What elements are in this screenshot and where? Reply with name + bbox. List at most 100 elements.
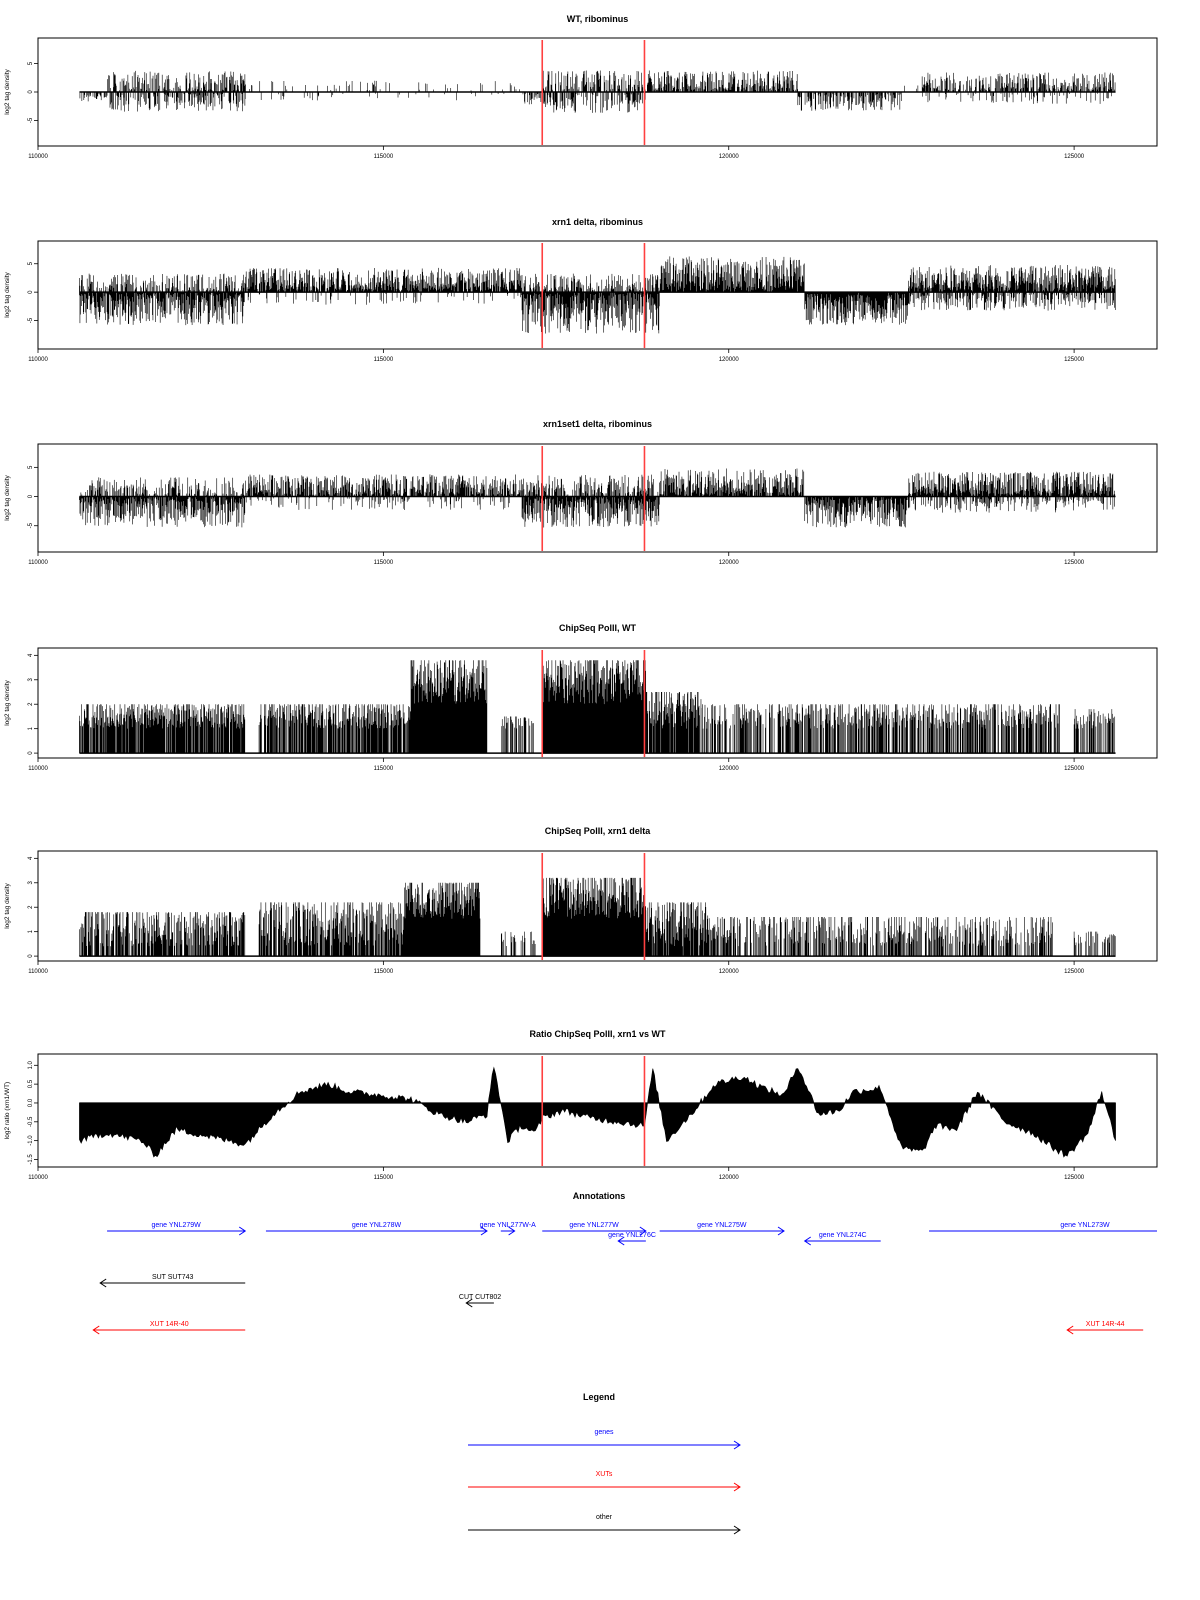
y-axis-label: log2 tag density [4,271,11,317]
annotations-panel: Annotations gene YNL279W gene YNL278W gene … [92,1191,1157,1335]
legend-item: other [468,1514,741,1535]
feature-label: gene YNL278W [352,1222,402,1229]
y-tick-label: 5 [28,61,34,65]
feature-label: gene YNL279W [151,1222,201,1229]
feature-label: XUT 14R-40 [150,1321,189,1328]
arrowhead-left-icon [1066,1325,1074,1335]
chart-panel-5: ChipSeq PolII, xrn1 delta 4 3 2 1 0 log2 tag d… [4,826,1158,975]
x-tick-label: 125000 [1064,154,1085,160]
x-tick-label: 120000 [719,766,740,772]
y-axis-label: log2 ratio (xrn1/WT) [4,1082,11,1139]
arrowhead-left-icon [465,1298,473,1308]
x-tick-label: 120000 [719,969,740,975]
x-tick-label: 120000 [719,1175,740,1181]
arrowhead-right-icon [639,1226,647,1236]
annotation-feature: gene YNL277W-A [480,1222,536,1236]
arrowhead-right-icon [480,1226,488,1236]
x-tick-label: 120000 [719,560,740,566]
x-tick-label: 120000 [719,357,740,363]
legend-label: genes [594,1429,614,1436]
y-tick-label: 1 [28,726,34,730]
ratio-area [79,1066,1116,1158]
y-tick-label: 3 [28,677,34,681]
annotation-feature: XUT 14R-40 [92,1321,246,1335]
x-tick-label: 125000 [1064,357,1085,363]
y-tick-label: 2 [28,905,34,909]
arrowhead-left-icon [92,1325,100,1335]
x-tick-label: 125000 [1064,766,1085,772]
arrowhead-left-icon [803,1236,811,1246]
chart-title: ChipSeq PolII, xrn1 delta [545,826,652,836]
x-tick-label: 110000 [28,766,48,772]
annotation-feature: gene YNL279W [107,1222,247,1236]
x-tick-label: 115000 [374,1175,394,1181]
legend-item: XUTs [468,1471,741,1492]
arrowhead-right-icon [777,1226,785,1236]
legend-label: XUTs [596,1471,613,1478]
y-tick-label: 0 [28,90,34,94]
chart-panel-2: xrn1 delta, ribominus 5 0 -5 log2 tag densit… [4,217,1158,363]
feature-label: CUT CUT802 [459,1294,501,1301]
chart-panel-4: ChipSeq PolII, WT 4 3 2 1 0 log2 tag density 11… [4,623,1158,772]
x-tick-label: 115000 [374,357,394,363]
x-tick-label: 115000 [374,969,394,975]
x-tick-label: 125000 [1064,560,1085,566]
legend-title: Legend [583,1392,615,1402]
y-tick-label: 0 [28,290,34,294]
y-tick-label: 3 [28,880,34,884]
feature-label: XUT 14R-44 [1086,1321,1125,1328]
annotation-feature: CUT CUT802 [459,1294,501,1308]
bar-series [79,877,1116,957]
y-tick-label: 2 [28,702,34,706]
arrowhead-right-icon [733,1482,741,1492]
y-axis-label: log2 tag density [4,474,11,520]
annotation-feature: gene YNL275W [659,1222,785,1236]
annotation-feature: gene YNL278W [265,1222,488,1236]
x-tick-label: 115000 [374,154,394,160]
arrowhead-right-icon [508,1226,516,1236]
y-tick-label: -5 [28,522,34,528]
plot-frame [37,1053,1158,1168]
chart-panel-1: WT, ribominus 5 0 -5 log2 tag density 110000 1… [4,14,1158,160]
x-tick-label: 110000 [28,357,48,363]
y-tick-label: 1 [28,929,34,933]
chart-panel-6: Ratio ChipSeq PolII, xrn1 vs WT 1.0 0.5 0.0… [4,1029,1158,1181]
legend-label: other [596,1514,613,1521]
y-tick-label: -1.5 [28,1154,34,1165]
feature-label: gene YNL275W [697,1222,747,1229]
y-tick-label: -5 [28,117,34,123]
bar-series [79,70,1116,113]
x-tick-label: 110000 [28,154,48,160]
bar-marks [79,468,1116,528]
y-tick-label: 0 [28,751,34,755]
chart-title: Ratio ChipSeq PolII, xrn1 vs WT [529,1029,666,1039]
chart-title: xrn1set1 delta, ribominus [543,419,652,429]
x-tick-label: 125000 [1064,969,1085,975]
bar-marks [79,256,1116,334]
y-tick-label: 4 [28,856,34,860]
annotation-feature: gene YNL274C [803,1232,881,1246]
y-axis-label: log2 tag density [4,679,11,725]
bar-marks [79,877,1116,957]
y-tick-label: -0.5 [28,1116,34,1127]
x-tick-label: 115000 [374,560,394,566]
x-tick-label: 110000 [28,969,48,975]
annotation-feature: gene YNL273W [929,1222,1157,1232]
plot-frame [37,240,1158,350]
y-tick-label: 1.0 [28,1060,34,1069]
feature-label: gene YNL276C [608,1232,656,1239]
chart-panel-3: xrn1set1 delta, ribominus 5 0 -5 log2 tag de… [4,419,1158,566]
x-tick-label: 120000 [719,154,740,160]
x-tick-label: 125000 [1064,1175,1085,1181]
arrowhead-left-icon [617,1236,625,1246]
y-tick-label: 0.0 [28,1098,34,1107]
y-tick-label: -5 [28,317,34,323]
y-tick-label: 4 [28,653,34,657]
annotation-feature: SUT SUT743 [99,1274,246,1288]
annotations-title: Annotations [573,1191,626,1201]
arrowhead-right-icon [238,1226,247,1236]
bar-series [79,256,1116,334]
y-axis-label: log2 tag density [4,68,11,114]
plot-frame [37,647,1158,759]
